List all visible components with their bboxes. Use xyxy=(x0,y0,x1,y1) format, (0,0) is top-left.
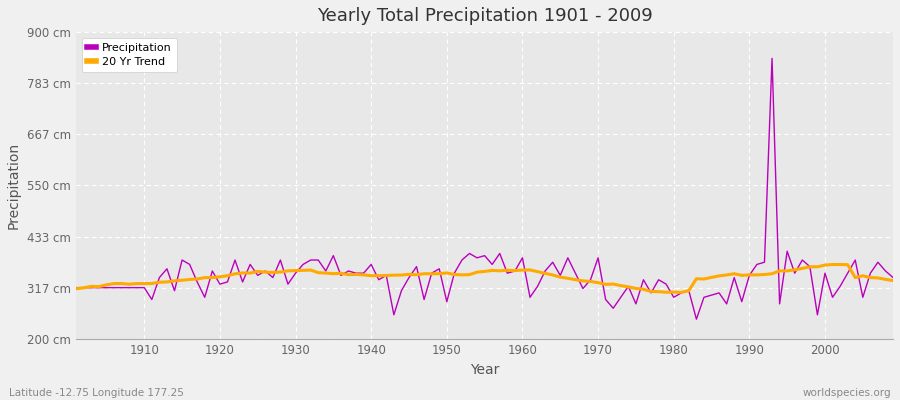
Precipitation xyxy=(343,268,354,273)
20 Yr Trend xyxy=(343,272,354,277)
Text: worldspecies.org: worldspecies.org xyxy=(803,388,891,398)
Precipitation xyxy=(509,268,520,273)
X-axis label: Year: Year xyxy=(470,363,500,377)
20 Yr Trend xyxy=(827,262,838,267)
Precipitation xyxy=(71,285,82,290)
20 Yr Trend xyxy=(131,281,142,286)
20 Yr Trend xyxy=(608,282,618,286)
20 Yr Trend xyxy=(676,290,687,295)
Precipitation xyxy=(517,256,527,260)
Y-axis label: Precipitation: Precipitation xyxy=(7,142,21,229)
Text: Latitude -12.75 Longitude 177.25: Latitude -12.75 Longitude 177.25 xyxy=(9,388,184,398)
Title: Yearly Total Precipitation 1901 - 2009: Yearly Total Precipitation 1901 - 2009 xyxy=(317,7,652,25)
20 Yr Trend xyxy=(509,268,520,273)
Legend: Precipitation, 20 Yr Trend: Precipitation, 20 Yr Trend xyxy=(82,38,177,72)
Precipitation xyxy=(887,275,898,280)
20 Yr Trend xyxy=(887,278,898,283)
Precipitation xyxy=(767,56,778,61)
Precipitation xyxy=(298,262,309,267)
Line: Precipitation: Precipitation xyxy=(76,58,893,319)
20 Yr Trend xyxy=(71,286,82,291)
20 Yr Trend xyxy=(298,268,309,273)
Line: 20 Yr Trend: 20 Yr Trend xyxy=(76,264,893,292)
Precipitation xyxy=(691,317,702,322)
Precipitation xyxy=(131,285,142,290)
20 Yr Trend xyxy=(517,268,527,272)
Precipitation xyxy=(608,306,618,311)
